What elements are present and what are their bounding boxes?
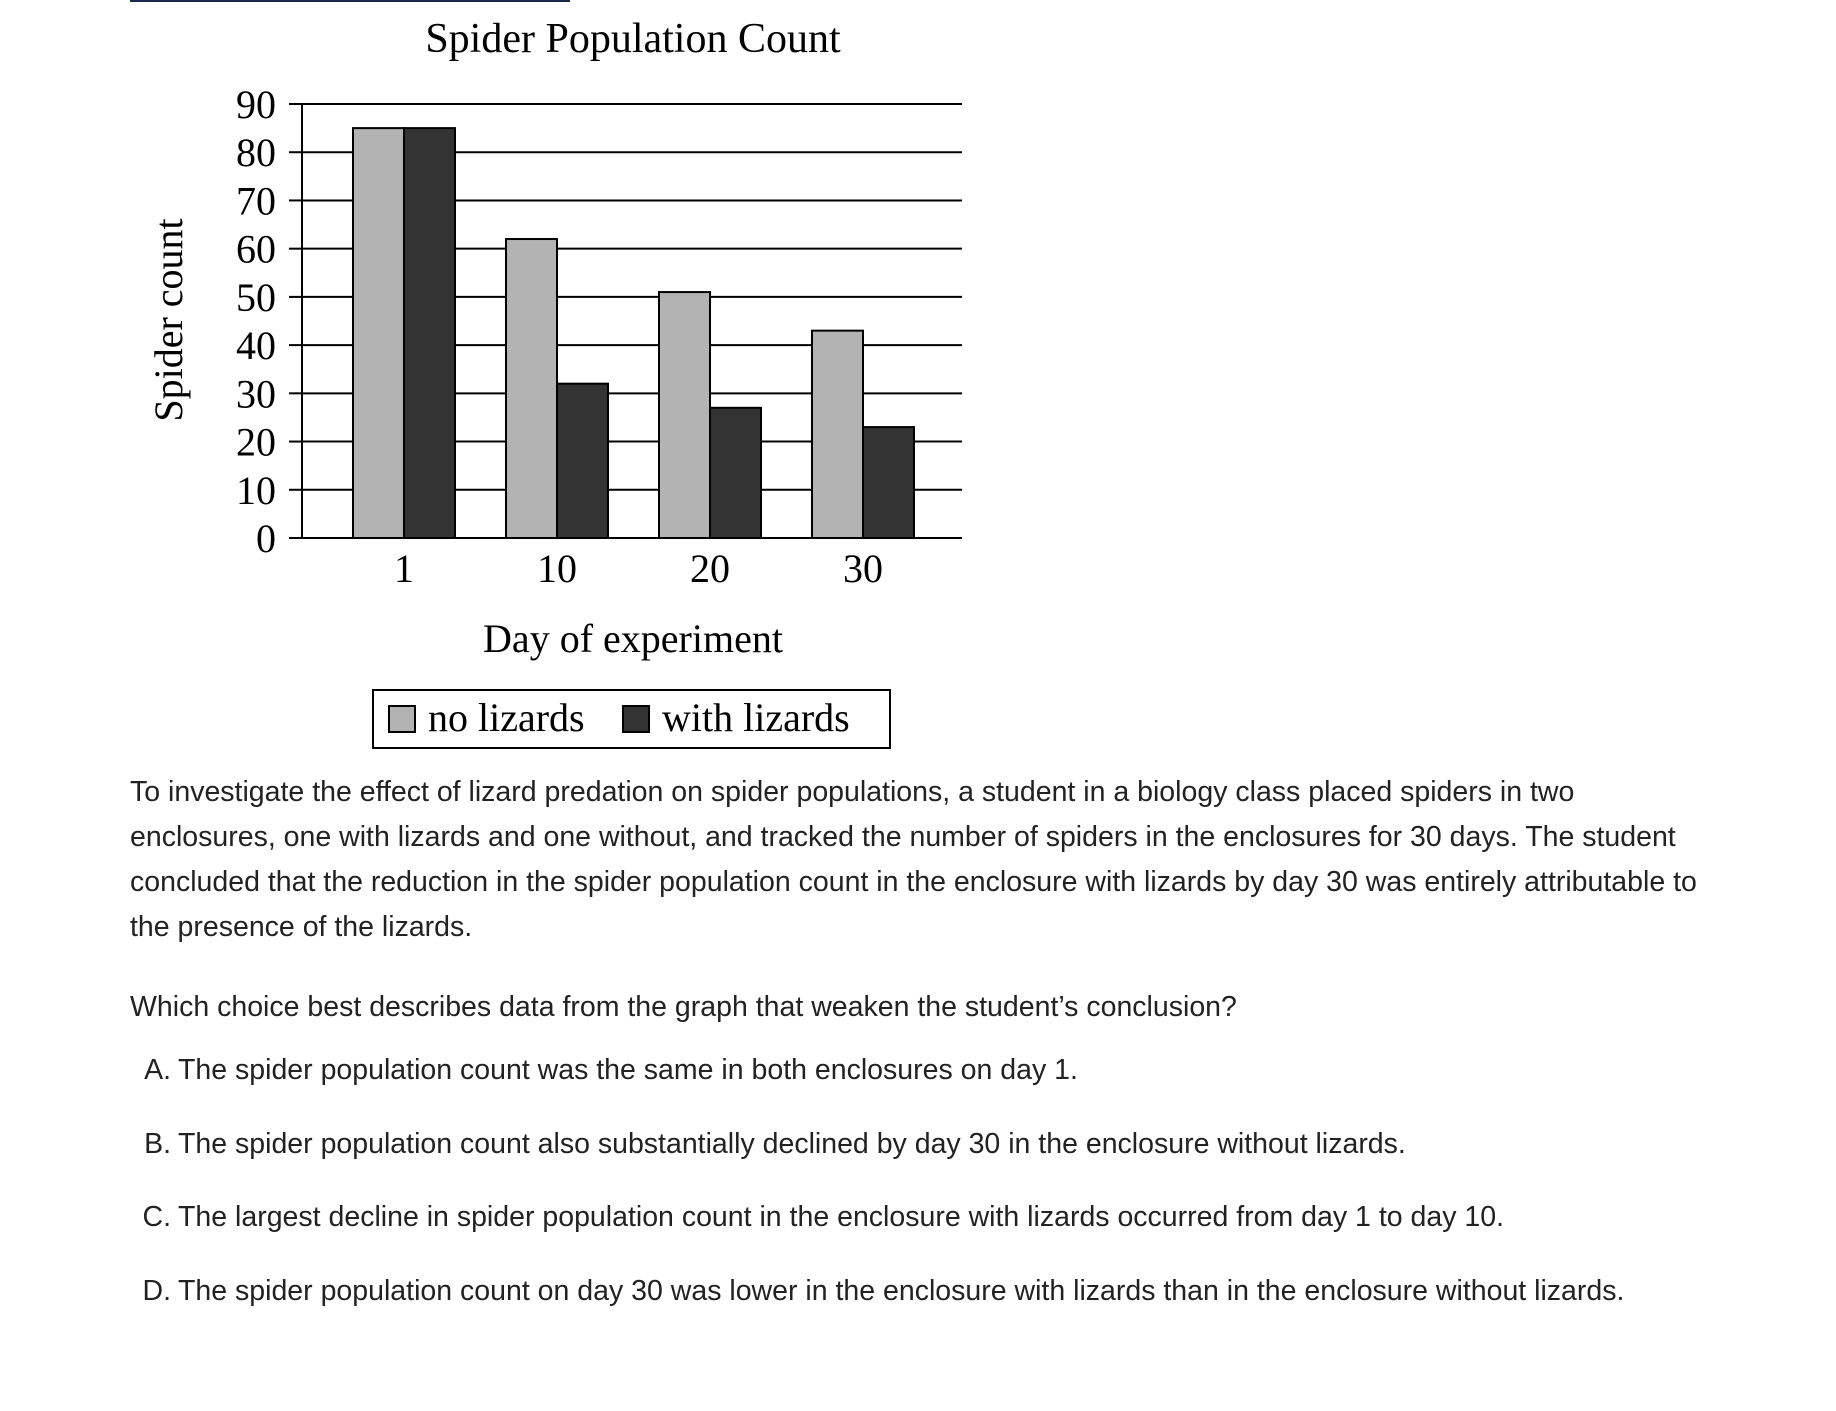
bar-with-lizards-day-20 xyxy=(709,406,762,539)
choice-text: The spider population count on day 30 wa… xyxy=(178,1274,1625,1307)
bar-no-lizards-day-10 xyxy=(505,238,558,539)
answer-choice-d[interactable]: D. The spider population count on day 30… xyxy=(130,1269,1710,1314)
y-tick-label: 80 xyxy=(236,130,276,175)
legend-label-with-lizards: with lizards xyxy=(662,695,850,740)
chart-legend: no lizards with lizards xyxy=(372,689,891,749)
choice-letter: C. xyxy=(142,1201,172,1233)
y-tick-label: 30 xyxy=(236,371,276,416)
legend-label-no-lizards: no lizards xyxy=(428,695,585,740)
top-rule xyxy=(130,0,570,2)
y-tick-label: 60 xyxy=(236,227,276,272)
y-tick-label: 10 xyxy=(236,468,276,513)
question-passage: To investigate the effect of lizard pred… xyxy=(130,776,1697,943)
y-tick-label: 50 xyxy=(236,275,276,320)
bar-with-lizards-day-30 xyxy=(862,426,915,540)
legend-swatch-no-lizards xyxy=(388,705,416,733)
y-axis-label: Spider count xyxy=(146,218,191,421)
choice-letter: B. xyxy=(144,1127,171,1160)
y-tick-label: 70 xyxy=(236,178,276,223)
question-stem: Which choice best describes data from th… xyxy=(130,991,1237,1023)
bar-no-lizards-day-20 xyxy=(658,291,711,540)
x-tick-label: 20 xyxy=(690,546,730,591)
x-tick-label: 10 xyxy=(537,546,577,591)
bar-no-lizards-day-1 xyxy=(352,127,405,539)
legend-swatch-with-lizards xyxy=(622,705,650,733)
axes xyxy=(289,103,962,539)
x-axis-label: Day of experiment xyxy=(483,616,783,661)
y-tick-label: 0 xyxy=(256,516,276,561)
x-tick-label: 30 xyxy=(843,546,883,591)
answer-choices: A. The spider population count was the s… xyxy=(130,1048,1710,1314)
bar-chart: Spider Population Count Spider count 010… xyxy=(146,16,962,749)
bar-with-lizards-day-10 xyxy=(556,382,609,540)
choice-text: The largest decline in spider population… xyxy=(178,1201,1504,1233)
choice-letter: D. xyxy=(142,1274,172,1307)
x-tick-labels: 1 10 20 30 xyxy=(394,546,883,591)
bars xyxy=(352,127,915,540)
question-block: To investigate the effect of lizard pred… xyxy=(130,770,1710,1342)
y-tick-label: 20 xyxy=(236,420,276,465)
choice-text: The spider population count also substan… xyxy=(178,1127,1406,1160)
answer-choice-c[interactable]: C. The largest decline in spider populat… xyxy=(130,1195,1710,1240)
answer-choice-a[interactable]: A. The spider population count was the s… xyxy=(130,1048,1710,1093)
choice-letter: A. xyxy=(144,1054,171,1086)
x-tick-label: 1 xyxy=(394,546,414,591)
y-tick-label: 40 xyxy=(236,323,276,368)
chart-title: Spider Population Count xyxy=(425,16,841,62)
bar-no-lizards-day-30 xyxy=(811,329,864,539)
bar-with-lizards-day-1 xyxy=(403,127,456,539)
answer-choice-b[interactable]: B. The spider population count also subs… xyxy=(130,1122,1710,1167)
y-tick-label: 90 xyxy=(236,82,276,127)
choice-text: The spider population count was the same… xyxy=(178,1054,1078,1086)
